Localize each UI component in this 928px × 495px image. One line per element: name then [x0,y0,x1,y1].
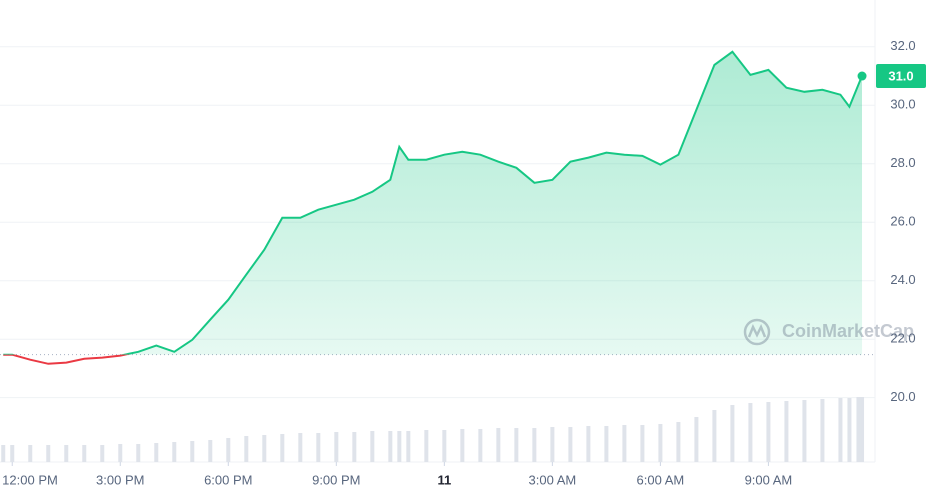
volume-bar [847,398,852,462]
volume-bar [136,444,141,462]
volume-bar [280,434,285,462]
volume-bar [190,441,195,462]
x-tick-label: 6:00 PM [204,472,252,487]
volume-bar [28,445,33,462]
volume-bar [244,436,249,462]
y-tick-label: 24.0 [890,272,915,287]
volume-bar [334,432,339,462]
volume-bar [208,440,213,462]
volume-bar [604,426,609,462]
volume-bar [370,431,375,462]
y-tick-label: 26.0 [890,214,915,229]
watermark: CoinMarketCap [743,318,914,346]
y-tick-label: 22.0 [890,331,915,346]
volume-bar [388,431,393,462]
volume-bar [550,427,555,462]
x-tick-label: 11 [437,472,451,487]
watermark-text: CoinMarketCap [782,321,914,341]
volume-bar [460,429,465,462]
volume-bar [856,397,861,462]
x-tick-label: 9:00 AM [745,472,793,487]
price-tag [876,64,926,89]
volume-bar [514,428,519,462]
volume-bar [10,445,15,462]
volume-bar [46,445,51,462]
price-tag-label: 31.0 [888,68,913,83]
volume-bar [298,433,303,462]
volume-bar [820,399,825,462]
volume-bar [730,405,735,462]
area [124,51,863,355]
volume-bar [622,425,627,462]
x-tick-label: 3:00 PM [96,472,144,487]
volume-bar [406,431,411,462]
volume-bar [442,430,447,462]
y-tick-label: 30.0 [890,97,915,112]
volume-bar [226,438,231,462]
volume-bar [352,432,357,462]
volume-bar [860,397,865,462]
volume-bar [316,433,321,462]
x-tick-label: 12:00 PM [2,472,58,487]
volume-bar [397,431,402,462]
volume-bar [154,443,159,462]
volume-bar [712,410,717,462]
volume-bar [658,424,663,462]
y-tick-label: 28.0 [890,155,915,170]
volume-bar [64,445,69,462]
price-line-up [3,50,863,355]
volume-bar [694,417,699,462]
volume-bar [424,430,429,462]
volume-bar [676,422,681,462]
volume-bar [568,427,573,462]
y-tick-label: 20.0 [890,389,915,404]
volume-bar [766,402,771,462]
x-tick-label: 3:00 AM [529,472,577,487]
volume-bar [478,429,483,462]
volume-bar [496,428,501,462]
volume-bar [748,403,753,462]
volume-bar [1,445,6,462]
volume-bar [784,401,789,462]
volume-bar [802,400,807,462]
volume-bar [118,444,123,462]
volume-bar [838,398,843,462]
volume-bar [262,435,267,462]
volume-bar [640,425,645,462]
last-point [857,71,867,81]
volume-bar [82,445,87,462]
volume-bar [532,428,537,462]
y-tick-label: 32.0 [890,38,915,53]
volume-bar [100,445,105,462]
x-tick-label: 6:00 AM [637,472,685,487]
x-tick-label: 9:00 PM [312,472,360,487]
volume-bar [172,442,177,462]
volume-bar [586,426,591,462]
